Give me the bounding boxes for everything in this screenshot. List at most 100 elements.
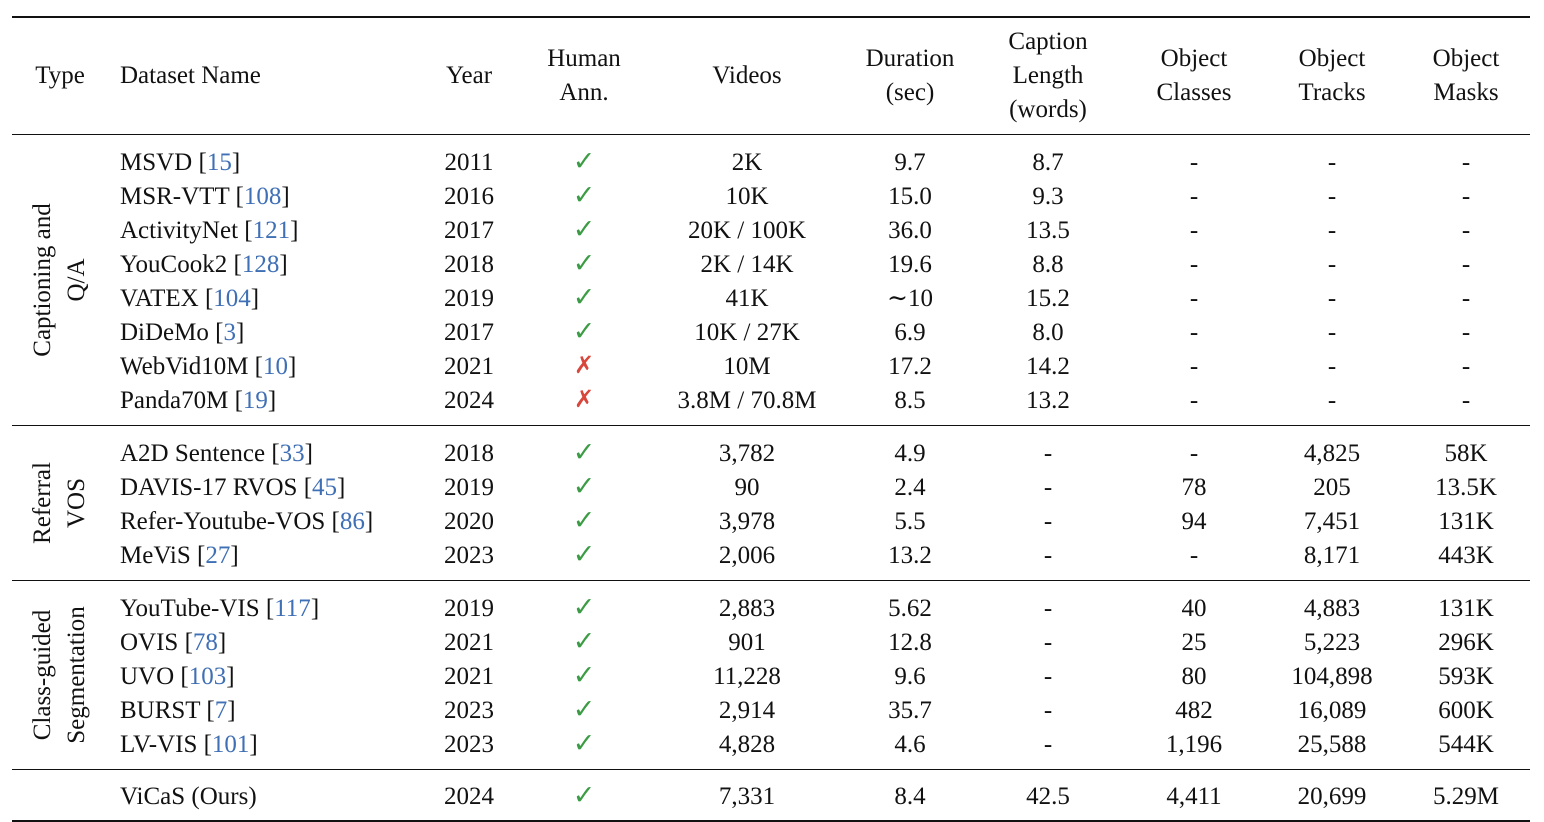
citation-link[interactable]: 121 [252,216,291,244]
year-cell: 2024 [444,386,494,414]
year-cell: 2020 [444,507,494,535]
dataset-name-cell: A2D Sentence [33] [120,439,313,467]
dataset-name-cell: MSR-VTT [108] [120,182,290,210]
citation-link[interactable]: 10 [263,352,288,380]
human-ann-cell: ✓ [524,770,644,822]
citation-link[interactable]: 33 [279,439,305,467]
dataset-name-cell: ViCaS (Ours) [108,770,414,822]
table-row: ActivityNet [121] 2017 ✓ 20K / 100K 36.0 13.5… [12,213,1530,247]
duration-cell: 8.4 [894,782,926,810]
human-ann-cell: ✓ [524,135,644,180]
dataset-name: YouTube-VIS [120,594,260,622]
object-masks-cell: - [1461,182,1471,210]
group-type-label: Class-guided Segmentation [12,581,108,770]
dataset-comparison-table: Type Dataset Name Year Human Ann. Videos… [12,16,1530,822]
dataset-name: VATEX [120,284,199,312]
object-masks-cell: - [1461,318,1471,346]
human-ann-cell: ✓ [524,659,644,693]
dataset-name: A2D Sentence [120,439,266,467]
object-classes-cell: - [1189,148,1199,176]
citation-link[interactable]: 78 [192,628,218,656]
citation-link[interactable]: 86 [339,507,365,535]
duration-cell: 5.62 [888,594,932,622]
object-masks-cell: 443K [1438,541,1494,569]
dataset-name-cell: DAVIS-17 RVOS [45] [120,473,346,501]
dataset-name: BURST [120,696,201,724]
year-cell: 2019 [444,284,494,312]
object-classes-cell: - [1189,541,1199,569]
year-cell: 2021 [444,662,494,690]
citation-link[interactable]: 3 [223,318,236,346]
empty-type-cell [12,770,108,822]
checkmark-icon: ✓ [572,248,596,278]
header-dataset-name: Dataset Name [120,62,261,89]
human-ann-cell: ✓ [524,504,644,538]
duration-cell: ∼10 [887,284,933,312]
object-tracks-cell: 4,825 [1303,439,1361,467]
table-row: Referral VOS A2D Sentence [33] 2018 ✓ 3,782 4.… [12,426,1530,544]
object-tracks-cell: - [1327,284,1337,312]
caption-length-cell: - [1043,541,1053,569]
dataset-name: UVO [120,662,175,690]
duration-cell: 5.5 [894,507,926,535]
videos-cell: 3.8M / 70.8M [677,386,817,414]
table-group: Captioning and Q/A MSVD [15] 2011 ✓ 2K 9.7 8.7 -… [12,135,1530,426]
header-object-classes: Object Classes [1156,45,1232,106]
human-ann-cell: ✓ [524,727,644,770]
dataset-name: MSR-VTT [120,182,230,210]
cross-icon: ✗ [573,353,595,379]
object-masks-cell: 600K [1438,696,1494,724]
object-classes-cell: - [1189,216,1199,244]
object-masks-cell: 296K [1438,628,1494,656]
citation-link[interactable]: 103 [188,662,227,690]
year-cell: 2021 [444,352,494,380]
year-cell: 2023 [444,696,494,724]
duration-cell: 13.2 [888,541,932,569]
checkmark-icon: ✓ [572,180,596,210]
human-ann-cell: ✓ [524,179,644,213]
videos-cell: 2,883 [718,594,776,622]
citation-link[interactable]: 45 [312,473,338,501]
dataset-name: DiDeMo [120,318,209,346]
object-tracks-cell: 20,699 [1297,782,1367,810]
object-classes-cell: 78 [1181,473,1207,501]
citation-link[interactable]: 27 [205,541,231,569]
citation-link[interactable]: 108 [243,182,282,210]
checkmark-icon: ✓ [572,316,596,346]
header-human-ann: Human Ann. [547,45,621,106]
object-masks-cell: 5.29M [1433,782,1499,810]
caption-length-cell: 13.2 [1026,386,1070,414]
table-header: Type Dataset Name Year Human Ann. Videos… [12,17,1530,135]
year-cell: 2011 [444,148,494,176]
caption-length-cell: 14.2 [1026,352,1070,380]
human-ann-cell: ✓ [524,625,644,659]
citation-link[interactable]: 128 [241,250,280,278]
caption-length-cell: - [1043,696,1053,724]
caption-length-cell: - [1043,507,1053,535]
videos-cell: 10M [723,352,771,380]
caption-length-cell: 8.7 [1032,148,1064,176]
duration-cell: 36.0 [888,216,932,244]
object-tracks-cell: - [1327,352,1337,380]
citation-link[interactable]: 117 [274,594,311,622]
table-row: Class-guided Segmentation YouTube-VIS [117… [12,581,1530,744]
citation-link[interactable]: 7 [214,696,228,724]
caption-length-cell: - [1043,594,1053,622]
citation-link[interactable]: 104 [213,284,251,312]
human-ann-cell: ✓ [524,281,644,315]
table-row: OVIS [78] 2021 ✓ 901 12.8 - 25 5,223 296K [12,625,1530,659]
object-masks-cell: - [1461,250,1471,278]
dataset-name-cell: MSVD [15] [120,148,241,176]
citation-link[interactable]: 101 [211,730,250,758]
citation-link[interactable]: 19 [242,386,268,414]
dataset-name: Panda70M [120,386,229,414]
videos-cell: 20K / 100K [687,216,807,244]
citation-link[interactable]: 15 [206,148,232,176]
object-masks-cell: - [1461,148,1471,176]
dataset-name-cell: OVIS [78] [120,628,227,656]
videos-cell: 3,782 [718,439,776,467]
object-tracks-cell: 8,171 [1303,541,1361,569]
human-ann-cell: ✓ [524,581,644,626]
dataset-name: MeViS [120,541,191,569]
duration-cell: 4.9 [894,439,926,467]
